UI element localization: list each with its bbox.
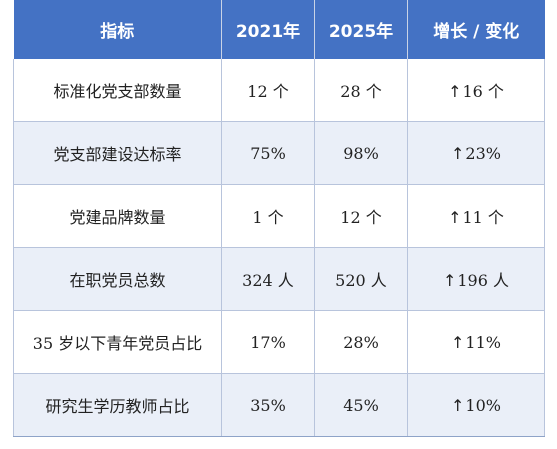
up-arrow-icon: ↑ (448, 82, 462, 101)
cell-change: ↑16 个 (407, 59, 545, 122)
change-value: 16 个 (462, 82, 504, 101)
table-row: 党建品牌数量 1 个 12 个 ↑11 个 (13, 184, 545, 248)
cell-indicator: 在职党员总数 (13, 247, 222, 311)
change-value: 11 个 (462, 208, 504, 227)
table-row: 35 岁以下青年党员占比 17% 28% ↑11% (13, 310, 545, 374)
cell-2025: 28% (314, 310, 408, 374)
cell-2025: 28 个 (314, 59, 408, 122)
cell-2025: 98% (314, 121, 408, 185)
cell-2025: 520 人 (314, 247, 408, 311)
cell-2021: 1 个 (221, 184, 315, 248)
table-row: 党支部建设达标率 75% 98% ↑23% (13, 121, 545, 185)
cell-2021: 324 人 (221, 247, 315, 311)
cell-indicator: 党支部建设达标率 (13, 121, 222, 185)
header-2025: 2025年 (314, 0, 408, 59)
up-arrow-icon: ↑ (448, 208, 462, 227)
stats-table: 指标 2021年 2025年 增长 / 变化 标准化党支部数量 12 个 28 … (13, 0, 545, 437)
header-change: 增长 / 变化 (407, 0, 545, 59)
cell-2021: 17% (221, 310, 315, 374)
cell-2025: 12 个 (314, 184, 408, 248)
table-row: 标准化党支部数量 12 个 28 个 ↑16 个 (13, 59, 545, 122)
cell-change: ↑10% (407, 373, 545, 437)
cell-change: ↑11% (407, 310, 545, 374)
up-arrow-icon: ↑ (451, 143, 465, 163)
cell-2021: 75% (221, 121, 315, 185)
cell-indicator: 35 岁以下青年党员占比 (13, 310, 222, 374)
change-value: 23% (465, 143, 501, 163)
cell-change: ↑23% (407, 121, 545, 185)
change-value: 196 人 (457, 271, 510, 290)
up-arrow-icon: ↑ (442, 271, 457, 290)
cell-indicator: 研究生学历教师占比 (13, 373, 222, 437)
cell-indicator: 党建品牌数量 (13, 184, 222, 248)
up-arrow-icon: ↑ (451, 395, 465, 415)
cell-change: ↑11 个 (407, 184, 545, 248)
table-row: 在职党员总数 324 人 520 人 ↑196 人 (13, 247, 545, 311)
header-indicator: 指标 (13, 0, 222, 59)
table-row: 研究生学历教师占比 35% 45% ↑10% (13, 373, 545, 437)
cell-2021: 12 个 (221, 59, 315, 122)
cell-2021: 35% (221, 373, 315, 437)
change-value: 10% (465, 395, 501, 415)
header-row: 指标 2021年 2025年 增长 / 变化 (13, 0, 545, 59)
header-2021: 2021年 (221, 0, 315, 59)
cell-indicator: 标准化党支部数量 (13, 59, 222, 122)
up-arrow-icon: ↑ (451, 332, 465, 352)
cell-change: ↑196 人 (407, 247, 545, 311)
change-value: 11% (465, 332, 501, 352)
cell-2025: 45% (314, 373, 408, 437)
